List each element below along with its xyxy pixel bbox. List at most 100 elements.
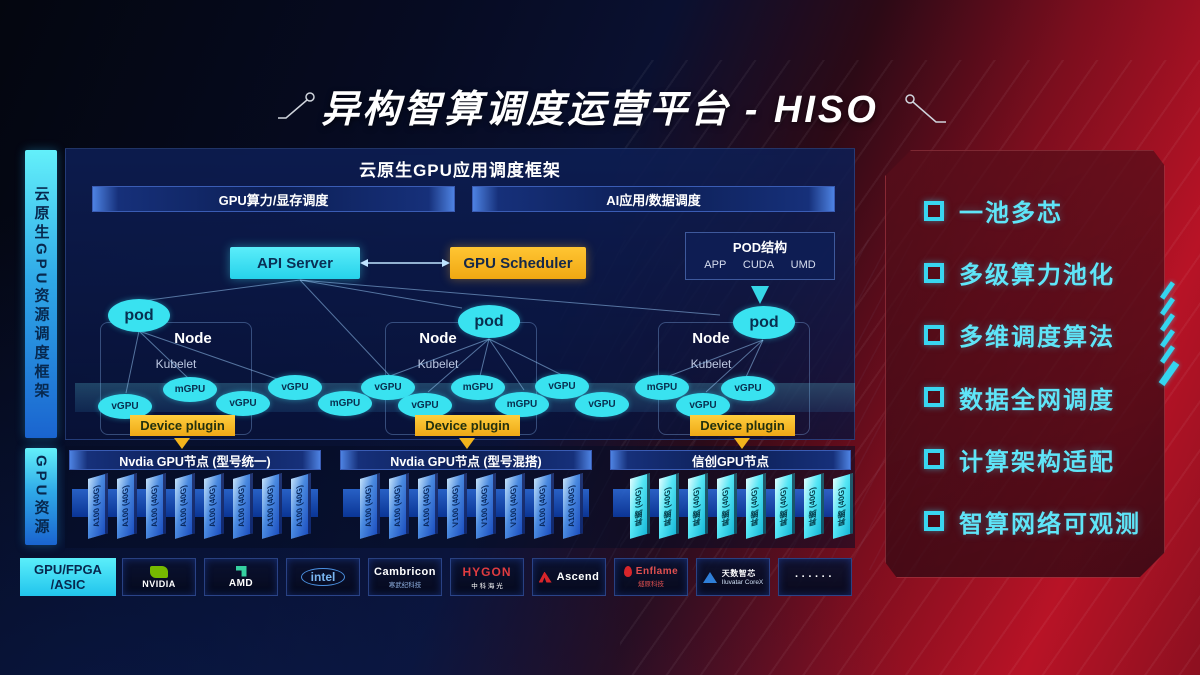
gpu-slice-ellipse: mGPU bbox=[635, 375, 689, 400]
gpu-card: 昇腾 (40G) bbox=[746, 473, 766, 539]
pod-structure-item-app: APP bbox=[704, 259, 727, 271]
gpu-group-header-2: Nvdia GPU节点 (型号混搭) bbox=[340, 450, 592, 470]
gpu-card: A100 (40G) bbox=[146, 473, 166, 539]
gpu-card: A100 (40G) bbox=[262, 473, 282, 539]
gpu-card: 昇腾 (40G) bbox=[688, 473, 708, 539]
square-bullet-icon bbox=[924, 201, 944, 221]
device-plugin-2: Device plugin bbox=[415, 415, 520, 436]
feature-item-2: 多级算力池化 bbox=[924, 255, 1154, 290]
gpu-slice-ellipse: vGPU bbox=[721, 376, 775, 401]
gpu-slice-ellipse: mGPU bbox=[451, 375, 505, 400]
device-plugin-1: Device plugin bbox=[130, 415, 235, 436]
sidebar-framework-label: 云原生GPU资源调度框架 bbox=[32, 186, 50, 402]
gpu-slice-ellipse: vGPU bbox=[676, 393, 730, 418]
feature-item-4: 数据全网调度 bbox=[924, 380, 1154, 415]
gpu-slice-ellipse: mGPU bbox=[318, 391, 372, 416]
vendor-enflame: Enflame 燧原科技 bbox=[614, 558, 688, 596]
gpu-slice-ellipse: vGPU bbox=[216, 391, 270, 416]
device-plugin-3: Device plugin bbox=[690, 415, 795, 436]
gpu-card: A100 (40G) bbox=[360, 473, 380, 539]
gpu-card: V100 (40G) bbox=[476, 473, 496, 539]
gpu-card: A100 (40G) bbox=[291, 473, 311, 539]
circuit-decoration-right bbox=[905, 94, 946, 123]
gpu-slice-ellipse: vGPU bbox=[398, 393, 452, 418]
sidebar-gpu-resource-bar: GPU资源 bbox=[25, 448, 57, 545]
square-bullet-icon bbox=[924, 449, 944, 469]
gpu-card: 昇腾 (40G) bbox=[775, 473, 795, 539]
gpu-card: A100 (40G) bbox=[563, 473, 583, 539]
node-3-kubelet: Kubelet bbox=[690, 357, 732, 371]
node-2-label: Node bbox=[419, 330, 457, 347]
gpu-card: 昇腾 (40G) bbox=[659, 473, 679, 539]
gpu-card: 昇腾 (40G) bbox=[833, 473, 853, 539]
gpu-group-header-3: 信创GPU节点 bbox=[610, 450, 851, 470]
pod-structure-item-cuda: CUDA bbox=[742, 259, 775, 271]
pod-structure-title: POD结构 bbox=[732, 240, 788, 255]
pod-ellipse-2: pod bbox=[458, 305, 520, 338]
gpu-card: V100 (40G) bbox=[505, 473, 525, 539]
gpu-scheduler-box: GPU Scheduler bbox=[450, 247, 586, 279]
vendor-hygon: HYGON 中 科 海 光 bbox=[450, 558, 524, 596]
vendor-others: ······ bbox=[778, 558, 852, 596]
square-bullet-icon bbox=[924, 325, 944, 345]
gpu-card: A100 (40G) bbox=[117, 473, 137, 539]
framework-header: 云原生GPU应用调度框架 bbox=[359, 161, 561, 180]
feature-item-6: 智算网络可观测 bbox=[924, 504, 1154, 539]
feature-item-1: 一池多芯 bbox=[924, 193, 1154, 228]
gpu-slice-ellipse: vGPU bbox=[268, 375, 322, 400]
vendor-amd: AMD bbox=[204, 558, 278, 596]
feature-item-3: 多维调度算法 bbox=[924, 317, 1154, 352]
gpu-card: A100 (40G) bbox=[534, 473, 554, 539]
vendor-cambricon: Cambricon 寒武纪科技 bbox=[368, 558, 442, 596]
node-2-kubelet: Kubelet bbox=[417, 357, 459, 371]
gpu-card: 昇腾 (40G) bbox=[717, 473, 737, 539]
pod-ellipse-3: pod bbox=[733, 306, 795, 339]
page-title: 异构智算调度运营平台 - HISO bbox=[321, 89, 879, 131]
gpu-group-header-1: Nvdia GPU节点 (型号统一) bbox=[69, 450, 321, 470]
vendor-intel: intel bbox=[286, 558, 360, 596]
square-bullet-icon bbox=[924, 511, 944, 531]
gpu-card: A100 (40G) bbox=[389, 473, 409, 539]
compute-memory-scheduling-bar: GPU算力/显存调度 bbox=[92, 186, 455, 212]
ai-data-scheduling-bar: AI应用/数据调度 bbox=[472, 186, 835, 212]
device-plugin-arrow-3 bbox=[734, 438, 750, 449]
pod-ellipse-1: pod bbox=[108, 299, 170, 332]
device-plugin-arrow-1 bbox=[174, 438, 190, 449]
amd-logo-icon bbox=[235, 565, 247, 577]
gpu-card: A100 (40G) bbox=[175, 473, 195, 539]
iluvatar-logo-icon bbox=[702, 571, 717, 583]
gpu-slice-ellipse: vGPU bbox=[535, 374, 589, 399]
circuit-decoration-left bbox=[278, 92, 315, 119]
gpu-slice-ellipse: mGPU bbox=[495, 392, 549, 417]
node-1-label: Node bbox=[174, 330, 212, 347]
hardware-type-label: GPU/FPGA /ASIC bbox=[20, 558, 116, 596]
intel-logo-icon: intel bbox=[300, 568, 346, 586]
node-1-kubelet: Kubelet bbox=[155, 357, 197, 371]
features-panel: 一池多芯 多级算力池化 多维调度算法 数据全网调度 计算架构适配 智算网络可观测 bbox=[885, 150, 1165, 578]
vendor-iluvatar: 天数智芯 Iluvatar CoreX bbox=[696, 558, 770, 596]
pod-structure-box: POD结构 APP CUDA UMD bbox=[685, 232, 835, 280]
gpu-slice-ellipse: vGPU bbox=[575, 392, 629, 417]
enflame-logo-icon bbox=[623, 566, 632, 577]
gpu-card: A100 (40G) bbox=[233, 473, 253, 539]
gpu-card: A100 (40G) bbox=[88, 473, 108, 539]
gpu-card: A100 (40G) bbox=[418, 473, 438, 539]
vendor-nvidia: NVIDIA bbox=[122, 558, 196, 596]
gpu-slice-ellipse: mGPU bbox=[163, 377, 217, 402]
feature-item-5: 计算架构适配 bbox=[924, 442, 1154, 477]
square-bullet-icon bbox=[924, 387, 944, 407]
api-server-box: API Server bbox=[230, 247, 360, 279]
gpu-card: 昇腾 (40G) bbox=[804, 473, 824, 539]
vendor-ascend: Ascend bbox=[532, 558, 606, 596]
nvidia-logo-icon bbox=[150, 565, 168, 578]
gpu-card: V100 (40G) bbox=[447, 473, 467, 539]
ascend-logo-icon bbox=[538, 571, 552, 583]
pod-structure-item-umd: UMD bbox=[790, 259, 816, 271]
gpu-slice-ellipse: vGPU bbox=[98, 394, 152, 419]
sidebar-gpu-resource-label: GPU资源 bbox=[32, 455, 50, 538]
square-bullet-icon bbox=[924, 263, 944, 283]
gpu-card: 昇腾 (40G) bbox=[630, 473, 650, 539]
gpu-card: A100 (40G) bbox=[204, 473, 224, 539]
sidebar-framework-bar: 云原生GPU资源调度框架 bbox=[25, 150, 57, 438]
